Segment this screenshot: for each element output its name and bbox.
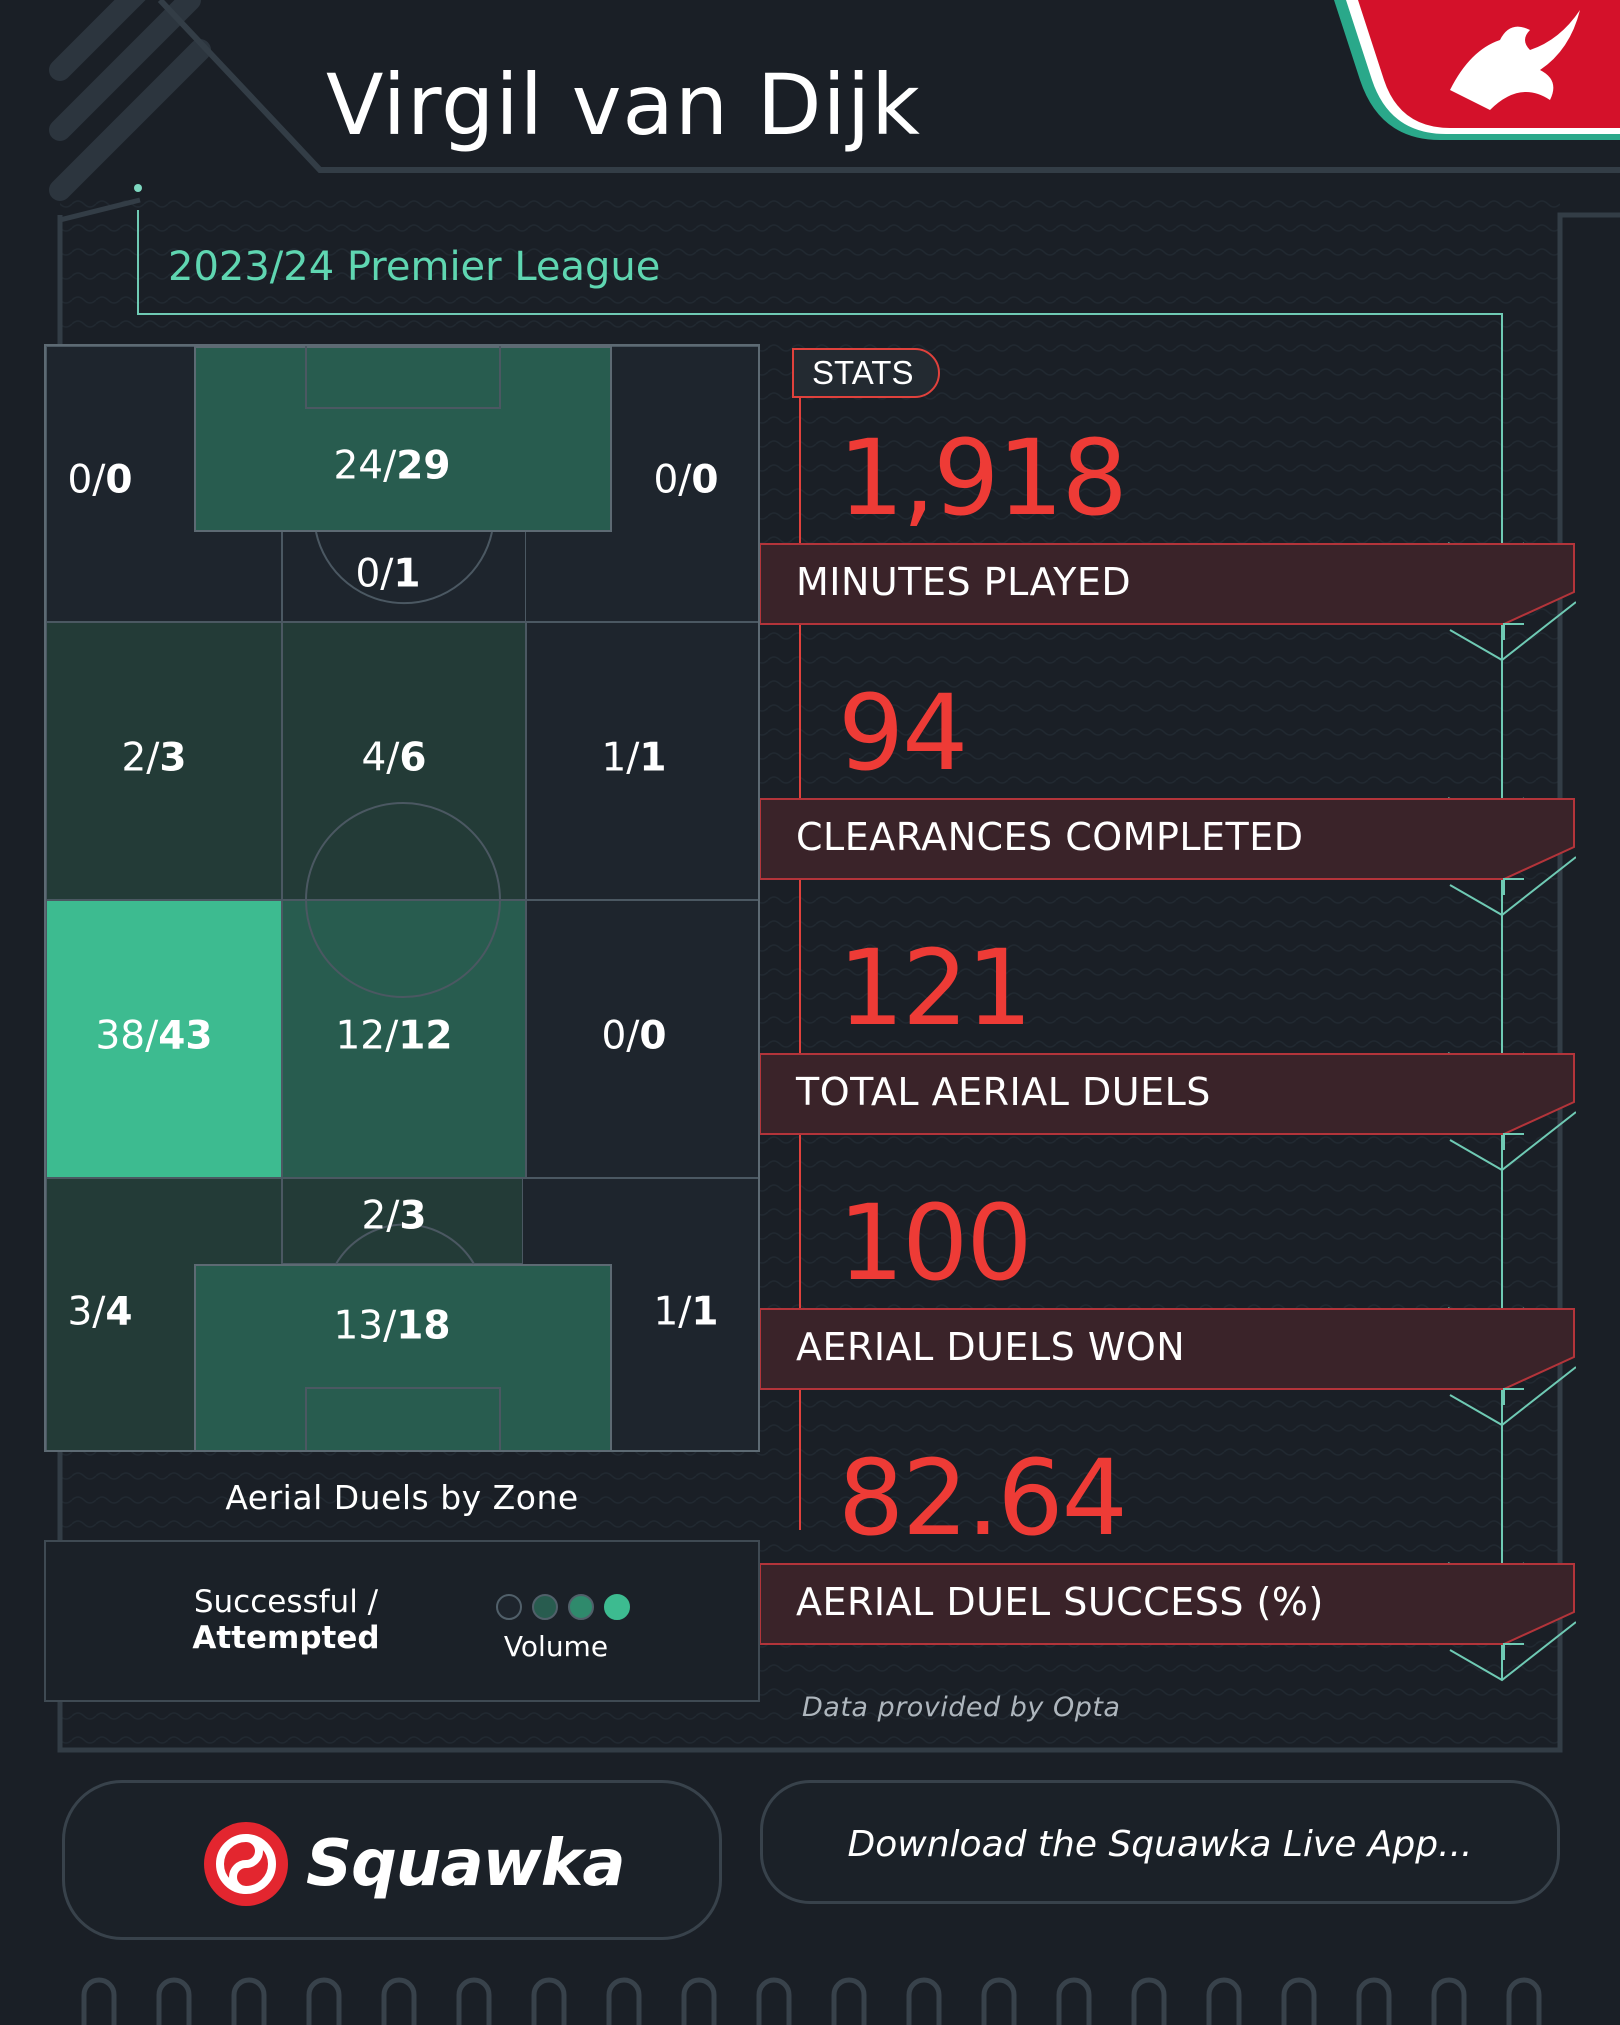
- zone-cell: [526, 622, 758, 900]
- zone-cell: [282, 900, 526, 1178]
- zone-cell: [194, 346, 612, 532]
- decorative-pill: [1281, 1977, 1317, 2025]
- decorative-pill: [1131, 1977, 1167, 2025]
- zone-value: 12/12: [335, 1013, 453, 1059]
- decorative-pill: [756, 1977, 792, 2025]
- squawka-logo-button[interactable]: [62, 1780, 722, 1940]
- chart-title: Aerial Duels by Zone: [225, 1478, 579, 1517]
- decorative-pill: [831, 1977, 867, 2025]
- decorative-pill: [381, 1977, 417, 2025]
- zone-value: 3/4: [67, 1289, 133, 1335]
- zone-value: 1/1: [601, 735, 667, 781]
- zone-cell: [194, 1264, 612, 1450]
- zone-value: 2/3: [121, 735, 187, 781]
- zone-value: 4/6: [361, 735, 427, 781]
- zone-cell: [282, 622, 526, 900]
- zone-value: 13/18: [333, 1303, 451, 1349]
- legend-line-1: Successful /: [193, 1584, 379, 1620]
- decorative-pill: [1506, 1977, 1542, 2025]
- chart-legend: Successful / Attempted Volume: [44, 1540, 760, 1702]
- stat-value: 121: [838, 927, 1033, 1049]
- zone-cell: [282, 1178, 526, 1264]
- zone-value: 0/0: [67, 457, 133, 503]
- club-crest-icon: [1334, 0, 1620, 140]
- zone-cell: [46, 900, 282, 1178]
- player-name: Virgil van Dijk: [326, 56, 921, 154]
- legend-dot: [496, 1594, 522, 1620]
- legend-dot: [532, 1594, 558, 1620]
- stat-bar: [760, 797, 1576, 917]
- decorative-pill: [1056, 1977, 1092, 2025]
- decorative-pill: [456, 1977, 492, 2025]
- decorative-pill: [606, 1977, 642, 2025]
- stat-label: TOTAL AERIAL DUELS: [796, 1070, 1211, 1114]
- decorative-pill: [1206, 1977, 1242, 2025]
- zone-value: 2/3: [361, 1193, 427, 1239]
- zone-value: 24/29: [333, 443, 451, 489]
- data-attribution: Data provided by Opta: [802, 1692, 1121, 1723]
- stat-label: AERIAL DUELS WON: [796, 1325, 1186, 1369]
- aerial-duels-pitch: 0/0 24/29 0/0 0/1 2/3 4/6 1/1 38/43 12/1…: [44, 344, 760, 1452]
- squawka-icon: [204, 1822, 288, 1906]
- zone-cell: [46, 622, 282, 900]
- decorative-pill: [1431, 1977, 1467, 2025]
- legend-dot: [604, 1594, 630, 1620]
- stat-label: CLEARANCES COMPLETED: [796, 815, 1304, 859]
- decorative-pill: [156, 1977, 192, 2025]
- decorative-pill: [981, 1977, 1017, 2025]
- zone-value: 1/1: [653, 1289, 719, 1335]
- decorative-pill: [531, 1977, 567, 2025]
- pitch-markings: [305, 346, 501, 1450]
- squawka-logo: Squawka: [202, 1820, 626, 1908]
- zone-value: 0/1: [355, 551, 421, 597]
- legend-volume-dots: [496, 1594, 630, 1620]
- legend-volume-label: Volume: [503, 1630, 609, 1663]
- stat-bar: [760, 1307, 1576, 1427]
- stat-bar: [760, 1562, 1576, 1682]
- stat-value: 94: [838, 672, 968, 794]
- legend-line-2: Attempted: [192, 1620, 380, 1656]
- stat-label: AERIAL DUEL SUCCESS (%): [796, 1580, 1324, 1624]
- download-app-button[interactable]: [760, 1780, 1560, 1904]
- decorative-pill: [81, 1977, 117, 2025]
- stat-value: 100: [838, 1182, 1033, 1304]
- decorative-pill: [306, 1977, 342, 2025]
- zone-value: 38/43: [95, 1013, 213, 1059]
- zone-cell: [526, 900, 758, 1178]
- legend-label: Successful / Attempted: [156, 1584, 416, 1656]
- competition-subtitle: 2023/24 Premier League: [168, 244, 661, 290]
- stat-bar: [760, 542, 1576, 662]
- decorative-pill: [906, 1977, 942, 2025]
- download-app-text: Download the Squawka Live App...: [847, 1824, 1473, 1865]
- stat-value: 1,918: [838, 417, 1128, 539]
- decorative-pill: [231, 1977, 267, 2025]
- bottom-decoration: [81, 1977, 1542, 2025]
- brand-name: Squawka: [306, 1827, 626, 1901]
- stat-bar: [760, 1052, 1576, 1172]
- decorative-pill: [681, 1977, 717, 2025]
- zone-value: 0/0: [601, 1013, 667, 1059]
- zone-value: 0/0: [653, 457, 719, 503]
- stat-value: 82.64: [838, 1437, 1128, 1559]
- legend-dot: [568, 1594, 594, 1620]
- decorative-pill: [1356, 1977, 1392, 2025]
- stats-tag: STATS: [792, 348, 940, 398]
- stat-label: MINUTES PLAYED: [796, 560, 1132, 604]
